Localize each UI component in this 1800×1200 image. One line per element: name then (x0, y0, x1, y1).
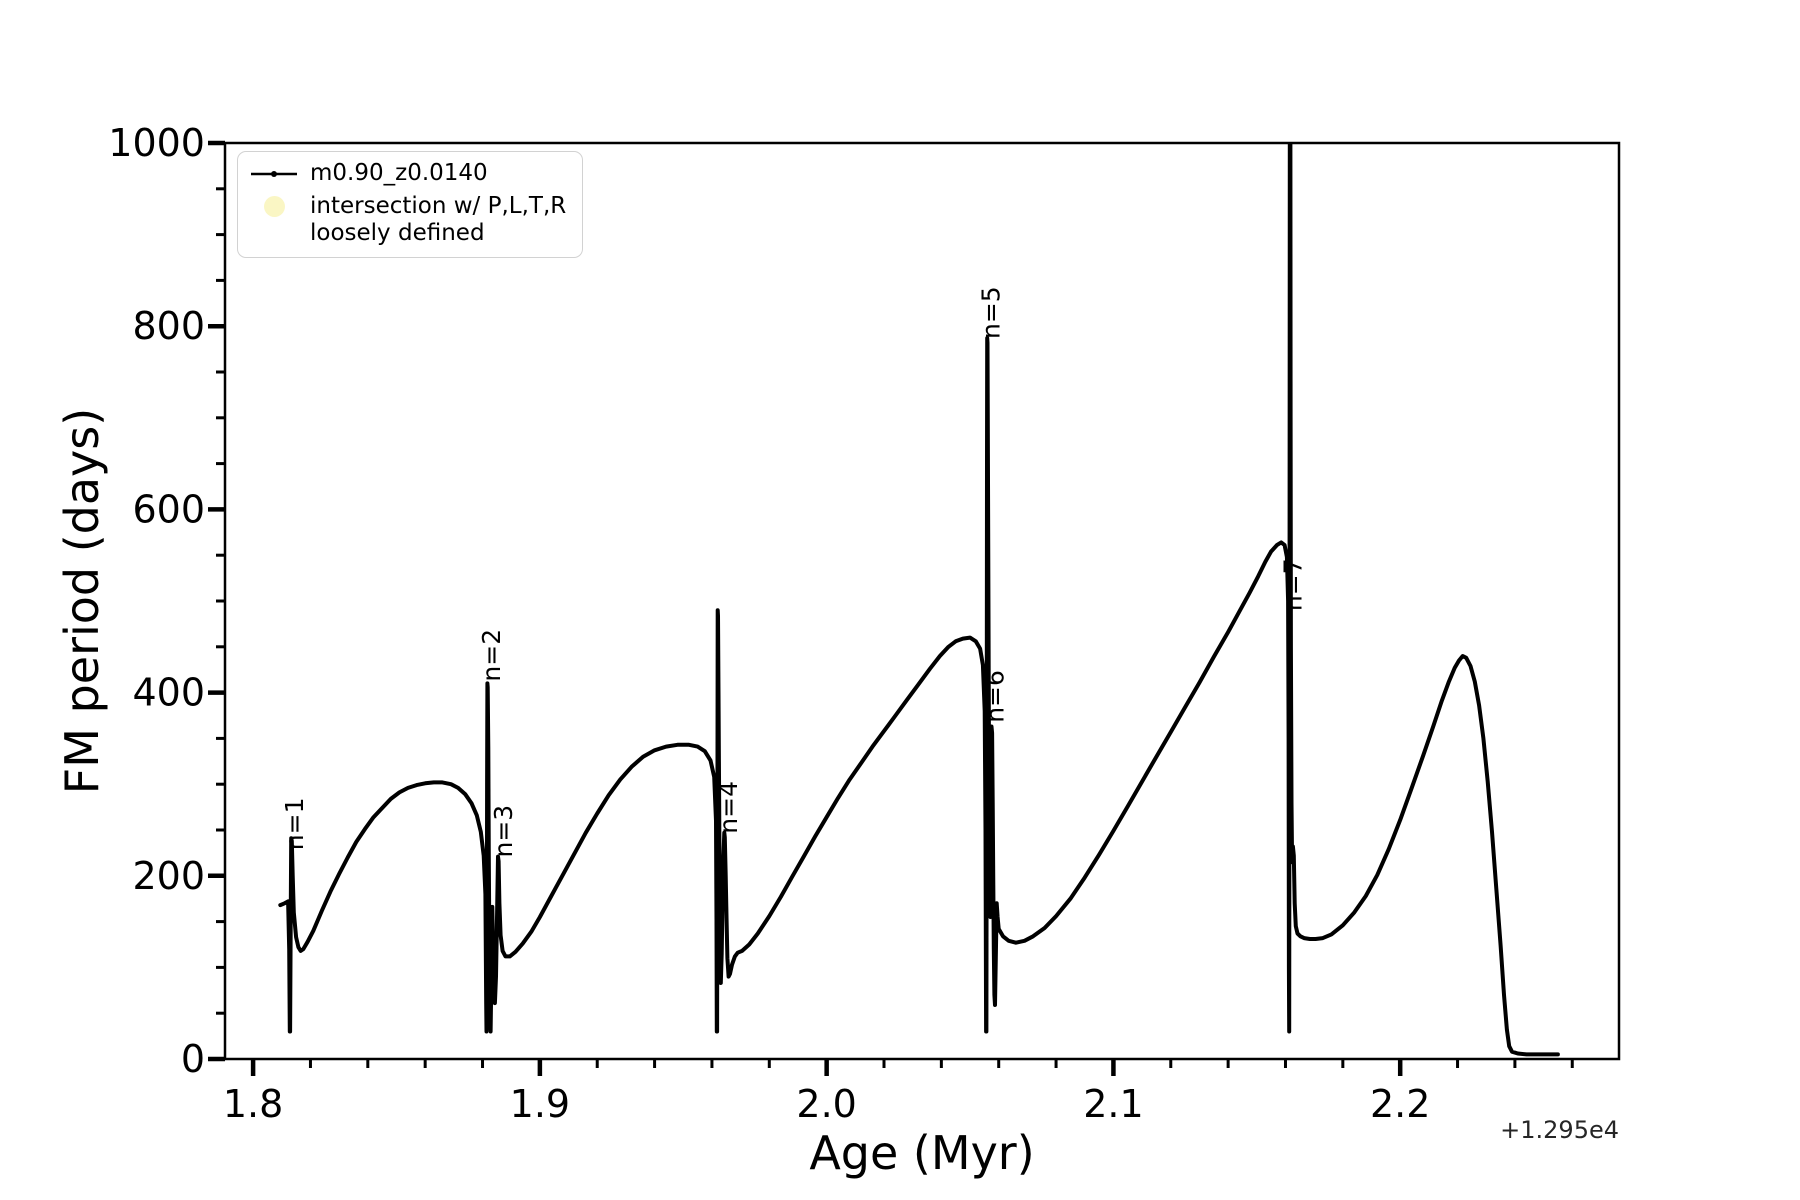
series-line (278, 143, 1560, 1057)
legend: m0.90_z0.0140 intersection w/ P,L,T,R lo… (237, 151, 584, 258)
legend-label-series: m0.90_z0.0140 (310, 160, 488, 186)
y-tick-label: 1000 (108, 121, 205, 165)
spike-annotation: n=7 (1278, 558, 1307, 611)
y-tick-label: 0 (181, 1037, 205, 1081)
spike-annotation: n=4 (714, 781, 743, 834)
x-axis-label: Age (Myr) (809, 1126, 1035, 1180)
legend-entry-intersection: intersection w/ P,L,T,R loosely defined (250, 193, 566, 247)
spike-annotation: n=1 (280, 797, 309, 850)
x-tick-label: 1.8 (223, 1082, 283, 1126)
x-tick-label: 1.9 (510, 1082, 570, 1126)
x-tick-label: 2.0 (796, 1082, 856, 1126)
legend-label-intersection: intersection w/ P,L,T,R loosely defined (310, 193, 567, 246)
y-axis-label: FM period (days) (55, 407, 109, 795)
axes-spines (223, 141, 1621, 1061)
legend-line-dot-marker (250, 170, 298, 178)
x-axis-offset-text: +1.295e4 (1500, 1116, 1619, 1144)
y-tick-label: 600 (132, 487, 205, 531)
y-tick-label: 400 (132, 671, 205, 715)
x-tick-label: 2.2 (1370, 1082, 1430, 1126)
y-tick-label: 200 (132, 854, 205, 898)
legend-entry-series: m0.90_z0.0140 (250, 160, 566, 187)
circle-icon (263, 196, 285, 217)
y-tick-label: 800 (132, 304, 205, 348)
spike-annotation: n=6 (981, 670, 1010, 723)
spike-annotation: n=3 (489, 805, 518, 858)
line-dot-icon (251, 170, 297, 177)
x-tick-label: 2.1 (1083, 1082, 1143, 1126)
legend-circle-marker (250, 193, 298, 217)
spike-annotation: n=5 (977, 286, 1006, 339)
spike-annotation: n=2 (477, 629, 506, 682)
